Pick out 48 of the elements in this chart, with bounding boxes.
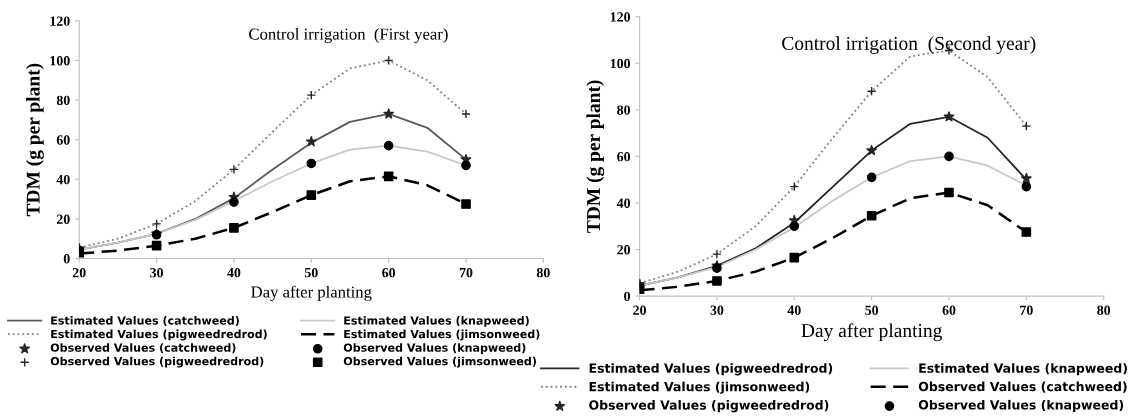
legend-label: Observed Values (catchweed): [918, 381, 1127, 393]
y-tick-label: 0: [624, 291, 631, 302]
y-tick-label: 60: [617, 151, 631, 162]
legend-label: Estimated Values (pigweedredrod): [589, 363, 833, 376]
text: Control irrigation (Second year): [782, 36, 1036, 54]
x-tick-label: 40: [787, 305, 801, 315]
y-axis-title: TDM (g per plant): [26, 63, 44, 217]
chart-title: Control irrigation (First year): [249, 27, 448, 44]
x-tick-label: 70: [459, 267, 473, 278]
x-tick-label: 60: [382, 267, 396, 278]
legend-label: Estimated Values (jimsonweed): [589, 381, 810, 394]
legend-label: Observed Values (knapweed): [918, 399, 1124, 412]
x-tick-label: 40: [227, 267, 241, 278]
x-tick-label: 30: [710, 305, 724, 315]
legend-label: Observed Values (knapweed): [343, 343, 526, 354]
x-tick-label: 30: [150, 267, 164, 278]
x-axis-title: Day after planting: [251, 285, 372, 302]
y-tick-label: 20: [56, 214, 70, 224]
legend-label: Estimated Values (catchweed): [51, 316, 239, 326]
y-tick-label: 20: [617, 245, 631, 255]
x-tick-label: 80: [1097, 305, 1111, 315]
legend-label: Estimated Values (knapweed): [344, 316, 529, 327]
legend-label: Estimated Values (jimsonweed): [344, 329, 540, 341]
x-axis-title: Day after planting: [801, 323, 942, 342]
x-tick-label: 50: [304, 267, 318, 278]
y-tick-label: 60: [56, 135, 70, 145]
legend-label: Observed Values (pigweedredrod): [589, 400, 829, 413]
y-axis-title: TDM (g per plant): [586, 80, 605, 233]
x-tick-label: 70: [1020, 305, 1033, 315]
legend-label: Observed Values (catchweed): [50, 343, 236, 354]
legend-label: Estimated Values (knapweed): [919, 363, 1127, 376]
y-tick-label: 80: [56, 95, 70, 106]
x-tick-label: 20: [633, 305, 646, 315]
x-tick-label: 60: [942, 305, 956, 315]
y-tick-label: 120: [610, 12, 631, 22]
y-tick-label: 100: [50, 56, 70, 66]
legend-label: Observed Values (pigweedredrod): [50, 356, 264, 368]
y-tick-label: 0: [63, 254, 70, 264]
y-tick-label: 80: [617, 105, 631, 115]
legend-label: Observed Values (jimsonweed): [343, 356, 536, 368]
x-tick-label: 20: [72, 267, 86, 278]
legend-label: Estimated Values (pigweedredrod): [51, 329, 267, 341]
y-tick-label: 100: [610, 58, 631, 69]
x-tick-label: 50: [865, 305, 879, 315]
y-tick-label: 40: [616, 198, 631, 208]
x-tick-label: 80: [536, 267, 550, 278]
y-tick-label: 40: [56, 174, 70, 185]
y-tick-label: 120: [50, 16, 70, 26]
